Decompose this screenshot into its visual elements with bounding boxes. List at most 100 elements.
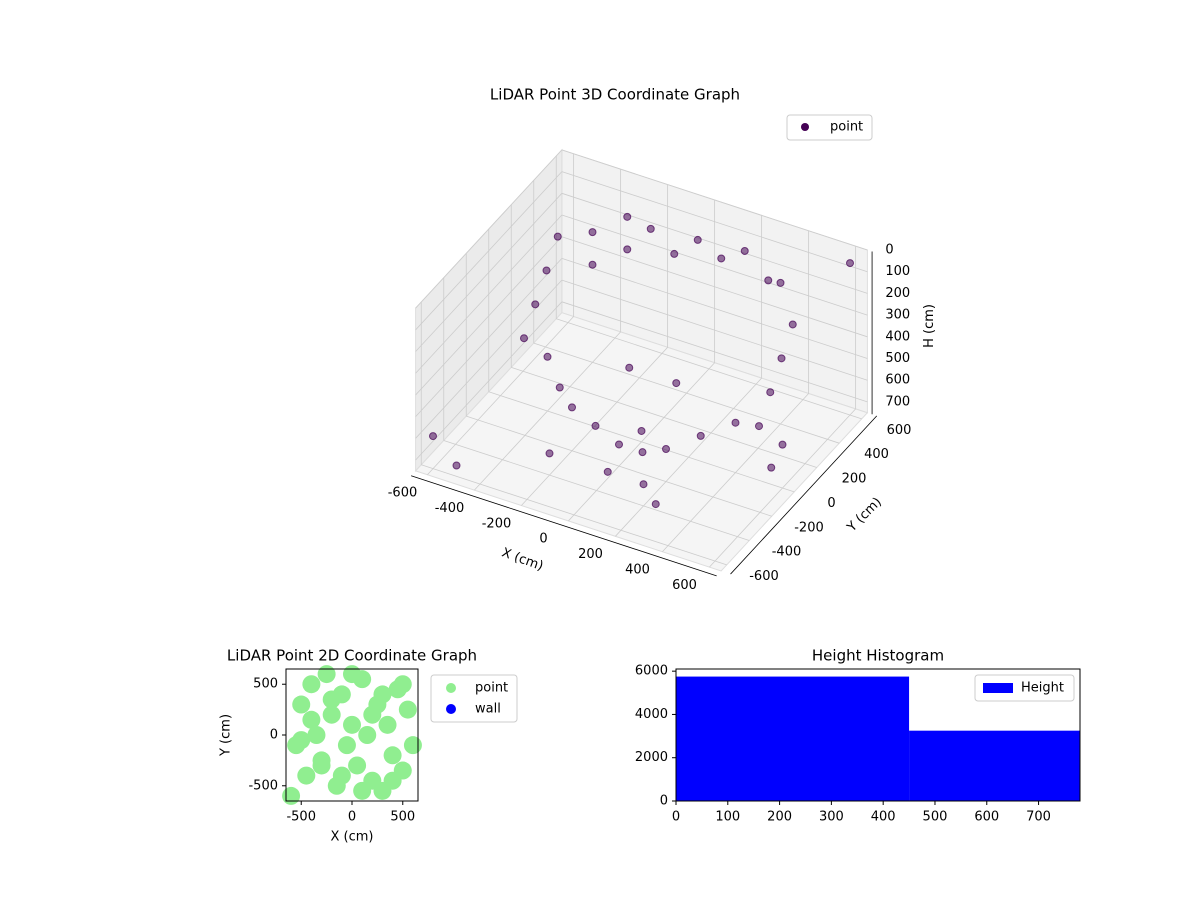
point [777,354,786,363]
x-tick-label: -400 [435,501,465,516]
x-tick-label: -500 [286,810,316,825]
point [591,421,600,430]
grid-line [561,258,868,359]
z-tick-label: 400 [885,329,910,344]
y-tick-label: -600 [749,569,779,584]
point [615,440,623,449]
y-tick-label: -400 [772,545,802,560]
z-tick-label: 200 [885,286,910,301]
grid-line [415,236,563,396]
point [603,467,612,476]
chart-histogram: Height Histogram 0 100 200 300 400 500 600 700 0 2… [635,647,1081,825]
point [343,715,361,734]
x-tick-label: 600 [672,578,697,593]
point [452,461,461,470]
grid-line [556,318,862,420]
grid-line [415,258,563,417]
x-tick-label: 0 [539,532,547,547]
point [623,245,632,254]
point [767,463,776,472]
point [764,276,773,285]
y-tick-label: 0 [660,794,668,809]
point [696,431,705,440]
legend-label: wall [475,702,501,717]
y-tick-label: 500 [253,677,278,692]
x-tick-label: 0 [348,810,356,825]
point [553,232,562,241]
point [651,500,660,509]
y-tick-label: 6000 [635,664,668,679]
x-tick-label: 0 [672,810,680,825]
point [383,771,402,790]
grid-line [511,367,817,468]
y-axis-label: Y (cm) [219,714,234,757]
point [353,781,372,800]
point [337,736,356,755]
bar [676,676,910,801]
point [373,685,392,704]
point [429,432,437,441]
y-tick-label: 400 [864,447,889,462]
grid-line [561,171,868,273]
legend-box [786,114,873,141]
point [740,246,749,255]
point [555,383,564,392]
y-axis-line [730,415,878,575]
point [542,266,551,275]
z-tick-label: 0 [885,243,893,258]
z-tick-label: 500 [885,351,910,366]
x-tick-label: 200 [578,547,603,562]
point [588,260,597,269]
point [778,440,787,449]
chart-2d: LiDAR Point 2D Coordinate Graph -500 0 500 -… [219,647,518,845]
point [662,445,670,454]
chart-title: Height Histogram [812,647,944,665]
point [363,705,382,724]
point [378,715,397,734]
point [568,403,576,412]
chart-3d: -600-400-2000200400600-600-400-200020040… [388,86,937,593]
point [731,418,740,427]
grid-line [561,214,868,316]
point [282,786,301,805]
grid-line [415,149,563,309]
y-tick-label: 0 [270,728,278,743]
point [343,665,361,684]
legend-label: point [475,681,508,696]
x-tick-label: -600 [388,485,418,500]
x-tick-label: -200 [482,516,512,531]
x-tick-label: 300 [819,810,844,825]
point [292,695,311,714]
legend-marker [983,683,1013,693]
y-tick-label: 0 [827,496,835,511]
grid-line [561,192,868,294]
chart-title: LiDAR Point 2D Coordinate Graph [227,647,477,665]
point [646,224,655,233]
legend-box [974,674,1075,702]
x-tick-label: 200 [767,810,792,825]
chart-title: LiDAR Point 3D Coordinate Graph [490,86,740,104]
point [846,259,854,268]
point [717,254,726,263]
point [545,449,554,458]
point [302,675,321,694]
z-tick-label: 100 [885,264,910,279]
point [332,766,351,785]
point [307,726,326,744]
x-axis-label: X (cm) [331,830,374,845]
legend-label: Height [1021,681,1064,696]
point [766,388,775,397]
x-tick-label: 500 [390,810,415,825]
grid-line [421,464,727,566]
grid-line [561,301,868,403]
point [312,751,331,770]
grid-line [533,342,840,444]
grid-line [415,301,563,461]
point [588,228,597,237]
grid-line [561,149,868,251]
bar [909,730,1080,801]
x-tick-label: 100 [715,810,740,825]
point [693,235,702,244]
point [788,320,797,329]
